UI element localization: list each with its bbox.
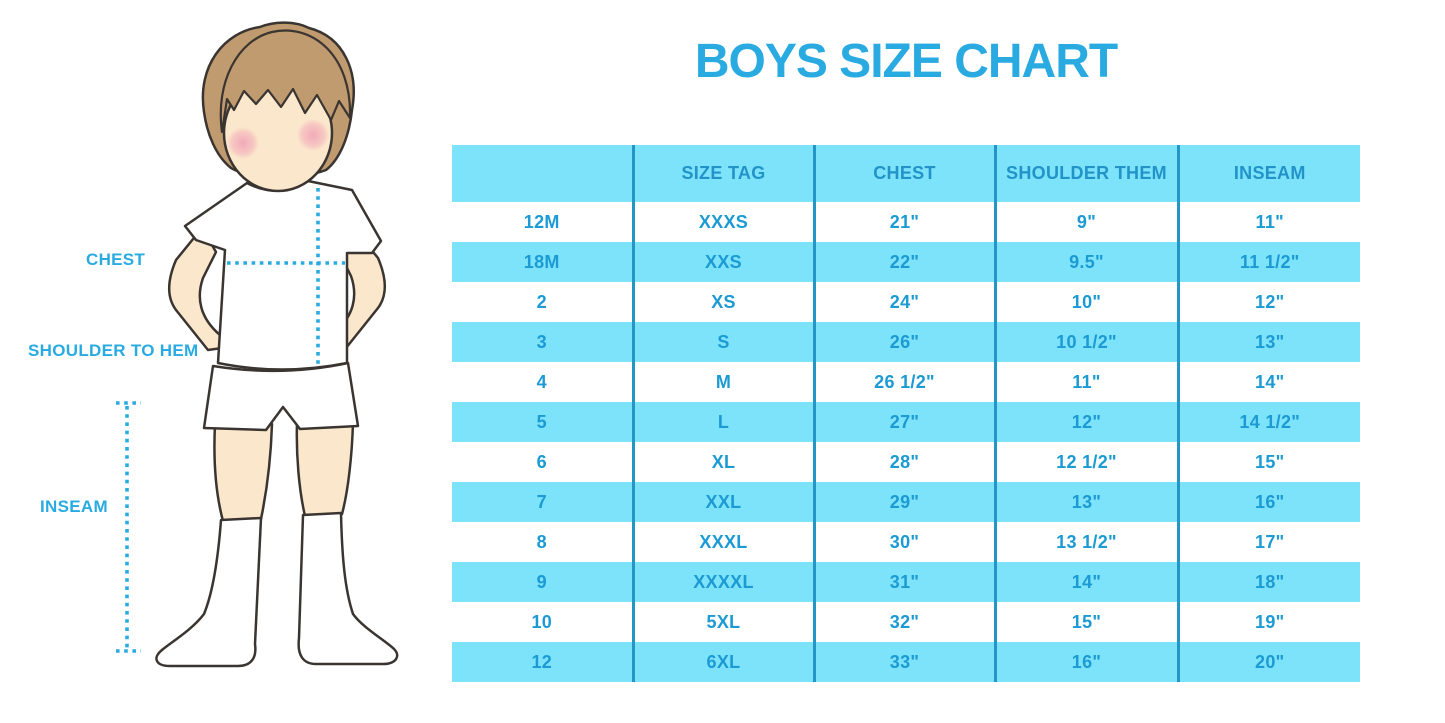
cell-chest: 29" xyxy=(812,482,995,522)
shoulder-to-hem-label: SHOULDER TO HEM xyxy=(28,341,199,360)
cell-size-tag: S xyxy=(631,322,814,362)
cell-inseam: 15" xyxy=(1176,442,1360,482)
cell-age: 5 xyxy=(536,411,547,432)
cheek-left xyxy=(227,127,259,159)
cell-inseam: 11 1/2" xyxy=(1176,242,1360,282)
table-row: 7 XXL 29" 13" 16" xyxy=(452,482,1360,522)
cell-inseam: 17" xyxy=(1176,522,1360,562)
cell-age: 2 xyxy=(536,291,547,312)
table-row: 9 XXXXL 31" 14" 18" xyxy=(452,562,1360,602)
cell-shoulder: 11" xyxy=(993,362,1178,402)
col-header-shoulder-them: SHOULDER THEM xyxy=(993,145,1178,202)
cell-inseam: 16" xyxy=(1176,482,1360,522)
cell-shoulder: 12 1/2" xyxy=(993,442,1178,482)
cell-inseam: 14" xyxy=(1176,362,1360,402)
cell-age: 10 xyxy=(531,611,553,632)
cell-age: 7 xyxy=(536,491,547,512)
col-header-size-tag: SIZE TAG xyxy=(631,145,814,202)
table-row: 10 5XL 32" 15" 19" xyxy=(452,602,1360,642)
cell-size-tag: L xyxy=(631,402,814,442)
cell-chest: 22" xyxy=(812,242,995,282)
cell-chest: 24" xyxy=(812,282,995,322)
cell-size-tag: XXXL xyxy=(631,522,814,562)
cell-chest: 21" xyxy=(812,202,995,242)
cell-age: 12 xyxy=(531,651,553,672)
cell-size-tag: XS xyxy=(631,282,814,322)
table-row: 12 6XL 33" 16" 20" xyxy=(452,642,1360,682)
cell-chest: 33" xyxy=(812,642,995,682)
cell-size-tag: 5XL xyxy=(631,602,814,642)
socks xyxy=(155,511,399,668)
table-row: 5 L 27" 12" 14 1/2" xyxy=(452,402,1360,442)
cell-age: 18M xyxy=(523,251,560,272)
col-header-chest: CHEST xyxy=(812,145,995,202)
cell-chest: 31" xyxy=(812,562,995,602)
cell-inseam: 20" xyxy=(1176,642,1360,682)
cell-inseam: 12" xyxy=(1176,282,1360,322)
shorts xyxy=(202,361,360,432)
cell-size-tag: XL xyxy=(631,442,814,482)
cell-chest: 30" xyxy=(812,522,995,562)
cell-size-tag: 6XL xyxy=(631,642,814,682)
cell-chest: 26 1/2" xyxy=(812,362,995,402)
cell-shoulder: 15" xyxy=(993,602,1178,642)
size-table: SIZE TAG CHEST SHOULDER THEM INSEAM 12M … xyxy=(452,145,1360,682)
cell-shoulder: 9.5" xyxy=(993,242,1178,282)
cell-shoulder: 13 1/2" xyxy=(993,522,1178,562)
cheek-right xyxy=(297,119,329,151)
boy-illustration xyxy=(116,21,399,668)
cell-inseam: 13" xyxy=(1176,322,1360,362)
cell-chest: 32" xyxy=(812,602,995,642)
cell-age: 8 xyxy=(536,531,547,552)
cell-inseam: 11" xyxy=(1176,202,1360,242)
table-row: 2 XS 24" 10" 12" xyxy=(452,282,1360,322)
hair-fringe xyxy=(219,29,352,134)
cell-shoulder: 13" xyxy=(993,482,1178,522)
cell-shoulder: 10" xyxy=(993,282,1178,322)
cell-inseam: 19" xyxy=(1176,602,1360,642)
table-row: 8 XXXL 30" 13 1/2" 17" xyxy=(452,522,1360,562)
table-row: 3 S 26" 10 1/2" 13" xyxy=(452,322,1360,362)
cell-shoulder: 14" xyxy=(993,562,1178,602)
cell-size-tag: XXS xyxy=(631,242,814,282)
table-row: 18M XXS 22" 9.5" 11 1/2" xyxy=(452,242,1360,282)
cell-size-tag: XXL xyxy=(631,482,814,522)
cell-shoulder: 16" xyxy=(993,642,1178,682)
cell-age: 12M xyxy=(523,211,560,232)
legs xyxy=(213,421,355,523)
chest-label: CHEST xyxy=(86,250,146,269)
table-row: 4 M 26 1/2" 11" 14" xyxy=(452,362,1360,402)
inseam-label: INSEAM xyxy=(40,497,108,516)
cell-age: 3 xyxy=(536,331,547,352)
cell-shoulder: 12" xyxy=(993,402,1178,442)
cell-age: 9 xyxy=(536,571,547,592)
cell-chest: 26" xyxy=(812,322,995,362)
cell-inseam: 14 1/2" xyxy=(1176,402,1360,442)
cell-chest: 27" xyxy=(812,402,995,442)
cell-shoulder: 9" xyxy=(993,202,1178,242)
table-row: 6 XL 28" 12 1/2" 15" xyxy=(452,442,1360,482)
cell-age: 6 xyxy=(536,451,547,472)
measurement-diagram: CHEST SHOULDER TO HEM INSEAM xyxy=(0,0,452,723)
cell-size-tag: XXXXL xyxy=(631,562,814,602)
cell-age: 4 xyxy=(536,371,547,392)
header-row: SIZE TAG CHEST SHOULDER THEM INSEAM xyxy=(452,145,1360,202)
cell-size-tag: M xyxy=(631,362,814,402)
page-title: BOYS SIZE CHART xyxy=(694,35,1118,88)
cell-size-tag: XXXS xyxy=(631,202,814,242)
col-header-blank xyxy=(452,145,633,202)
cell-shoulder: 10 1/2" xyxy=(993,322,1178,362)
cell-inseam: 18" xyxy=(1176,562,1360,602)
cell-chest: 28" xyxy=(812,442,995,482)
col-header-inseam: INSEAM xyxy=(1176,145,1360,202)
measurement-lines xyxy=(116,188,345,653)
table-row: 12M XXXS 21" 9" 11" xyxy=(452,202,1360,242)
